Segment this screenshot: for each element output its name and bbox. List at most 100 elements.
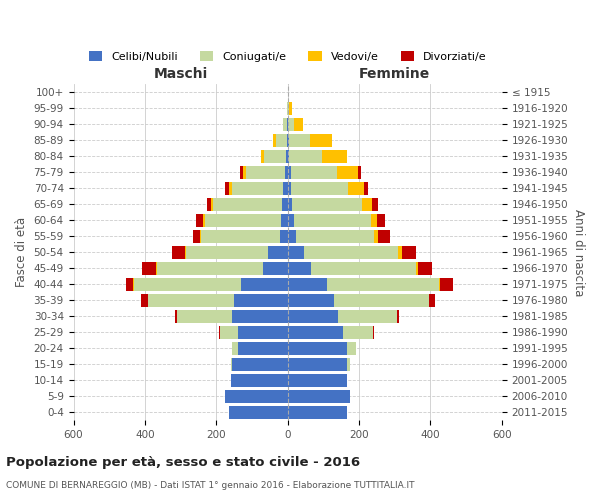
Bar <box>291 182 349 195</box>
Bar <box>283 198 287 211</box>
Bar <box>238 326 287 338</box>
Bar <box>205 214 281 227</box>
Bar <box>287 342 347 354</box>
Bar <box>304 246 398 259</box>
Bar <box>229 182 232 195</box>
Bar <box>292 198 362 211</box>
Bar <box>428 294 435 307</box>
Bar <box>287 166 290 179</box>
Bar <box>338 310 397 322</box>
Bar <box>134 278 241 291</box>
Bar <box>287 390 350 402</box>
Bar <box>281 214 287 227</box>
Bar <box>358 166 361 179</box>
Bar <box>287 246 304 259</box>
Bar <box>343 326 373 338</box>
Bar <box>294 214 371 227</box>
Bar <box>287 278 327 291</box>
Bar <box>290 166 337 179</box>
Bar <box>193 230 200 243</box>
Bar <box>157 262 263 275</box>
Bar <box>439 278 440 291</box>
Bar <box>175 310 177 322</box>
Bar <box>148 294 234 307</box>
Bar <box>229 406 287 418</box>
Bar <box>287 214 294 227</box>
Bar <box>310 134 332 147</box>
Bar <box>287 374 347 386</box>
Bar <box>372 198 377 211</box>
Bar <box>261 150 265 163</box>
Bar <box>245 166 285 179</box>
Bar <box>172 246 185 259</box>
Bar <box>240 166 243 179</box>
Bar <box>337 166 358 179</box>
Bar <box>287 262 311 275</box>
Text: Femmine: Femmine <box>359 68 430 82</box>
Bar <box>347 358 350 370</box>
Text: Maschi: Maschi <box>154 68 208 82</box>
Bar <box>142 262 157 275</box>
Bar <box>311 262 416 275</box>
Bar <box>349 182 364 195</box>
Bar <box>202 230 280 243</box>
Bar <box>287 150 289 163</box>
Bar <box>273 134 276 147</box>
Bar <box>203 214 205 227</box>
Bar <box>196 214 203 227</box>
Bar <box>232 358 287 370</box>
Bar <box>287 310 338 322</box>
Bar <box>230 358 232 370</box>
Bar <box>398 246 402 259</box>
Bar <box>219 326 220 338</box>
Bar <box>289 150 322 163</box>
Bar <box>334 294 428 307</box>
Bar <box>276 134 287 147</box>
Bar <box>347 342 356 354</box>
Bar <box>283 118 287 131</box>
Bar <box>287 230 296 243</box>
Text: Popolazione per età, sesso e stato civile - 2016: Popolazione per età, sesso e stato civil… <box>6 456 360 469</box>
Bar <box>186 246 268 259</box>
Bar <box>296 230 374 243</box>
Bar <box>402 246 416 259</box>
Bar <box>287 358 347 370</box>
Bar <box>243 166 245 179</box>
Bar <box>200 230 202 243</box>
Bar <box>238 342 287 354</box>
Bar <box>283 182 287 195</box>
Bar <box>206 198 211 211</box>
Y-axis label: Anni di nascita: Anni di nascita <box>572 208 585 296</box>
Text: COMUNE DI BERNAREGGIO (MB) - Dati ISTAT 1° gennaio 2016 - Elaborazione TUTTITALI: COMUNE DI BERNAREGGIO (MB) - Dati ISTAT … <box>6 480 415 490</box>
Bar <box>232 310 287 322</box>
Bar <box>377 214 385 227</box>
Bar <box>322 150 347 163</box>
Bar <box>225 390 287 402</box>
Bar <box>142 294 148 307</box>
Bar <box>373 326 374 338</box>
Bar <box>362 198 372 211</box>
Bar <box>287 182 291 195</box>
Bar <box>268 246 287 259</box>
Bar <box>185 246 186 259</box>
Bar <box>289 118 294 131</box>
Bar <box>230 374 287 386</box>
Bar <box>177 310 232 322</box>
Bar <box>287 118 289 131</box>
Bar <box>440 278 453 291</box>
Bar <box>234 294 287 307</box>
Bar <box>289 134 310 147</box>
Y-axis label: Fasce di età: Fasce di età <box>15 218 28 288</box>
Bar <box>287 198 292 211</box>
Bar <box>280 230 287 243</box>
Bar <box>232 182 283 195</box>
Bar <box>374 230 377 243</box>
Bar <box>294 118 302 131</box>
Bar <box>327 278 439 291</box>
Bar <box>265 150 286 163</box>
Bar <box>285 166 287 179</box>
Bar <box>213 198 283 211</box>
Bar <box>287 86 289 99</box>
Bar <box>287 326 343 338</box>
Bar <box>287 102 289 115</box>
